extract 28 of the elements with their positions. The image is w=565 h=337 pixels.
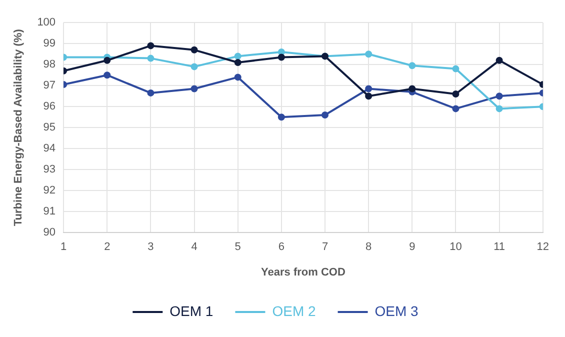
y-tick-label: 96 xyxy=(43,100,56,113)
x-tick-label: 12 xyxy=(536,241,550,254)
x-tick-label: 10 xyxy=(450,241,462,254)
x-tick-label: 3 xyxy=(148,241,154,254)
y-tick-label: 97 xyxy=(43,80,56,92)
y-tick-label: 90 xyxy=(43,226,56,239)
y-tick-label: 100 xyxy=(37,16,56,29)
y-tick-label: 95 xyxy=(43,122,56,134)
legend-label: OEM 3 xyxy=(374,302,419,319)
y-tick-label: 93 xyxy=(43,164,56,176)
y-tick-label: 98 xyxy=(43,58,56,71)
x-tick-label: 1 xyxy=(60,241,67,254)
y-tick-label: 94 xyxy=(43,142,56,155)
legend-label: OEM 2 xyxy=(272,302,316,319)
y-tick-label: 92 xyxy=(43,184,56,197)
x-tick-label: 11 xyxy=(494,241,506,254)
y-axis-title: Turbine Energy-Based Availability (%) xyxy=(12,28,25,226)
x-axis-title: Years from COD xyxy=(261,266,346,278)
x-tick-label: 5 xyxy=(234,241,241,254)
x-tick-label: 6 xyxy=(278,241,284,254)
legend-label: OEM 1 xyxy=(170,302,214,319)
y-tick-label: 91 xyxy=(43,206,56,218)
x-tick-label: 7 xyxy=(322,241,328,254)
x-tick-label: 8 xyxy=(366,241,372,254)
x-tick-label: 2 xyxy=(104,241,110,254)
x-tick-label: 9 xyxy=(409,241,416,254)
x-tick-label: 4 xyxy=(191,241,198,254)
y-tick-label: 99 xyxy=(43,38,56,50)
